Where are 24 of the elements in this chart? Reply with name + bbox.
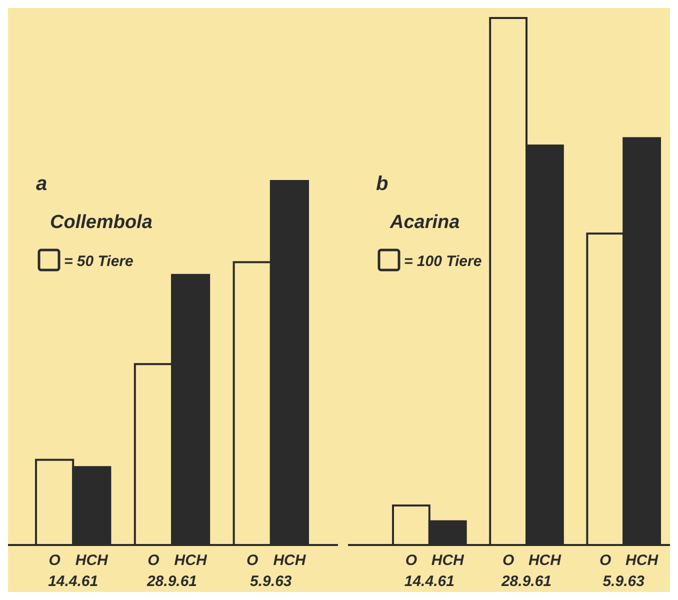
- text: b: [376, 173, 388, 195]
- text: Acarina: [389, 212, 460, 233]
- x-tick-label: 28.9.61: [500, 573, 552, 590]
- text: Collembola: [50, 212, 153, 233]
- annotation: = 50 Tiere: [64, 253, 134, 270]
- text: HCH: [528, 552, 561, 569]
- series-label: HCH: [431, 552, 466, 569]
- text: O: [148, 552, 160, 569]
- series-label: O: [405, 552, 418, 569]
- series-label: HCH: [75, 552, 110, 569]
- x-tick-label: 14.4.61: [48, 573, 98, 590]
- text: O: [246, 552, 258, 569]
- x-tick-label: 28.9.61: [146, 573, 198, 590]
- text: HCH: [273, 552, 306, 569]
- x-tick-label: 5.9.63: [250, 573, 292, 590]
- text: HCH: [174, 552, 207, 569]
- chart-title: a: [36, 173, 48, 195]
- x-tick-label: 5.9.63: [602, 573, 646, 590]
- x-tick-label: 14.4.61: [404, 573, 454, 590]
- text: O: [502, 552, 514, 569]
- series-label: O: [48, 552, 61, 569]
- text: O: [600, 552, 612, 569]
- text: HCH: [626, 552, 658, 569]
- annotation: = 100 Tiere: [404, 253, 482, 270]
